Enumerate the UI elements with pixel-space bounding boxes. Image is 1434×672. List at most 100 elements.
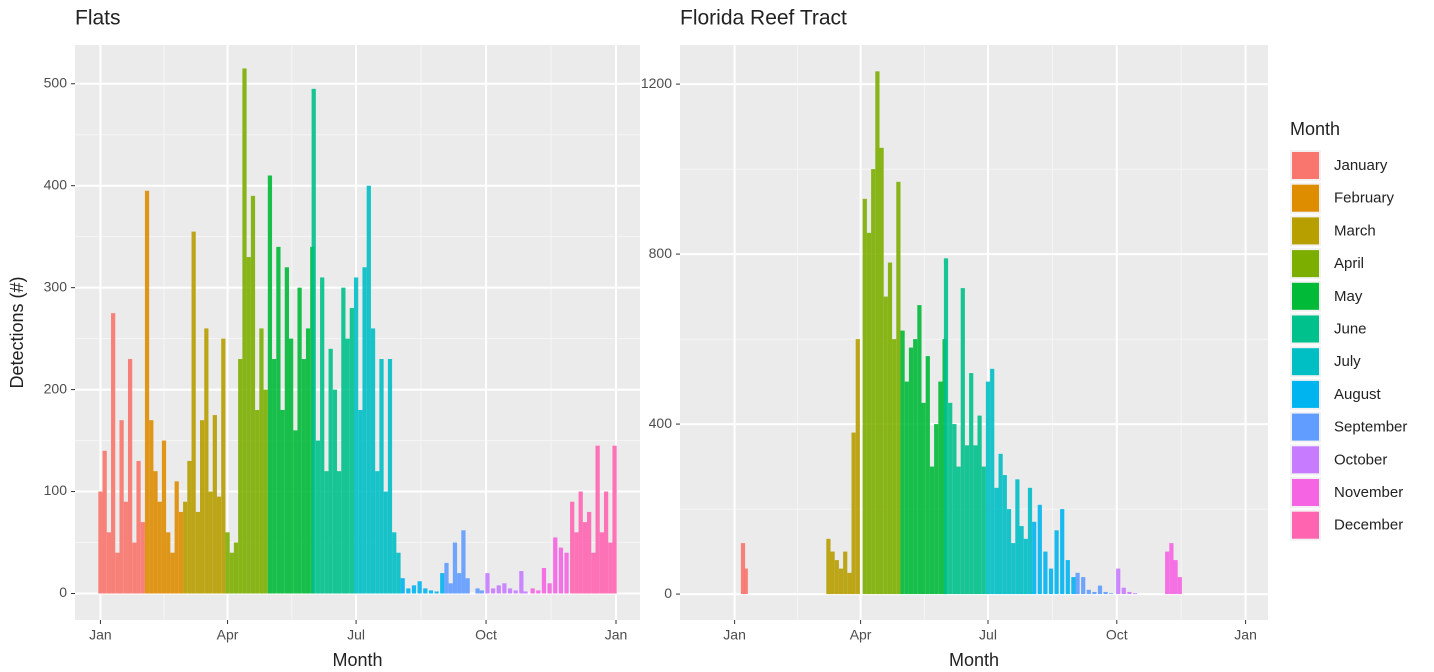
bar <box>830 551 835 595</box>
legend-label: August <box>1334 386 1382 403</box>
bar <box>392 532 397 594</box>
bar <box>855 339 860 595</box>
bar <box>444 562 449 594</box>
legend-label: April <box>1334 255 1364 272</box>
bar <box>411 585 417 594</box>
bar <box>1015 479 1020 595</box>
bar <box>250 195 256 594</box>
legend-label: July <box>1334 353 1361 370</box>
bar <box>960 288 965 595</box>
bar <box>904 381 909 595</box>
bar <box>490 588 496 594</box>
bar <box>178 511 184 594</box>
bar <box>301 359 306 594</box>
bar <box>1177 577 1182 595</box>
legend-swatch <box>1292 380 1319 408</box>
bar <box>284 267 289 594</box>
bar <box>496 585 501 594</box>
bar <box>964 445 970 595</box>
bar <box>276 246 281 594</box>
bar <box>530 588 535 594</box>
bar <box>929 466 935 595</box>
bar <box>826 538 831 595</box>
bar <box>119 420 124 594</box>
bar <box>1092 591 1097 595</box>
bar <box>362 267 367 594</box>
legend-label: February <box>1334 190 1395 207</box>
x-tick-label: Jan <box>1234 627 1257 643</box>
legend-label: June <box>1334 320 1367 337</box>
bar <box>311 88 316 594</box>
y-tick-label: 100 <box>44 482 68 498</box>
bar <box>883 296 888 595</box>
legend-swatch <box>1292 282 1319 310</box>
bar <box>280 409 285 594</box>
bar <box>851 432 856 595</box>
bar <box>908 347 914 595</box>
bar <box>272 359 277 594</box>
bar <box>536 590 541 594</box>
x-tick-label: Jul <box>347 627 365 643</box>
bar <box>1011 543 1016 595</box>
x-axis-title: Month <box>949 650 999 670</box>
bar <box>379 359 384 594</box>
bar <box>513 590 518 594</box>
bar <box>267 175 273 594</box>
bar <box>591 552 596 594</box>
bar <box>332 389 338 594</box>
bar <box>990 368 995 595</box>
bar <box>1169 543 1174 595</box>
legend-swatch <box>1292 217 1319 245</box>
bar <box>582 522 588 594</box>
bar <box>136 460 141 594</box>
bar <box>603 491 609 594</box>
bar <box>305 328 311 594</box>
bar <box>948 402 953 595</box>
y-tick-label: 400 <box>44 176 68 192</box>
bar <box>479 590 484 594</box>
legend-label: March <box>1334 222 1376 239</box>
bar <box>973 445 978 595</box>
bar <box>981 466 986 595</box>
bar <box>337 471 342 594</box>
bar <box>896 181 901 595</box>
legend-label: May <box>1334 288 1363 305</box>
legend-swatch <box>1292 184 1319 212</box>
x-tick-label: Jul <box>979 627 997 643</box>
bar <box>324 471 329 594</box>
bar <box>123 501 128 594</box>
bar <box>132 542 137 594</box>
bar <box>1054 530 1059 595</box>
bar <box>106 532 112 594</box>
bar <box>452 542 458 594</box>
bar <box>320 277 325 594</box>
bar <box>969 373 974 595</box>
bar <box>523 591 528 594</box>
bar <box>875 71 880 595</box>
bar <box>238 359 243 594</box>
bar <box>956 466 961 595</box>
x-tick-label: Oct <box>475 627 497 643</box>
bar <box>246 257 251 594</box>
y-tick-label: 500 <box>44 74 68 90</box>
bar <box>434 591 439 594</box>
bar <box>1173 560 1178 595</box>
bar <box>349 308 354 594</box>
bar <box>913 339 918 595</box>
bar <box>345 338 350 594</box>
bar <box>1127 591 1132 595</box>
legend-label: November <box>1334 484 1403 501</box>
bar <box>242 68 247 594</box>
bar <box>341 287 346 594</box>
bar <box>423 588 428 594</box>
bar <box>558 547 564 594</box>
bar <box>553 537 558 594</box>
bar <box>475 588 480 594</box>
bar <box>353 277 359 594</box>
bar <box>879 147 884 595</box>
bar <box>570 501 575 594</box>
legend-title: Month <box>1290 119 1340 139</box>
y-axis-title: Detections (#) <box>7 276 27 388</box>
bar <box>838 568 844 595</box>
bar <box>233 542 239 594</box>
